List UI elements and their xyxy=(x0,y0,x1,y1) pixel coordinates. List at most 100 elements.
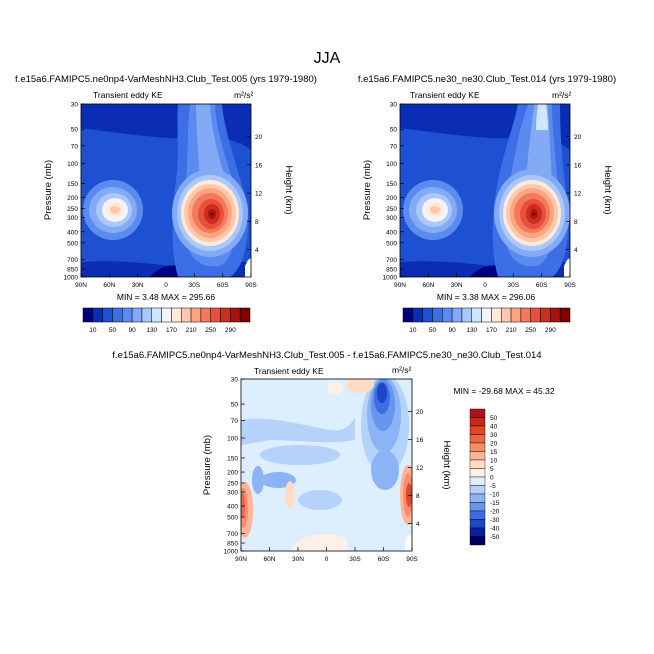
panel-3-ytick-label: 30 xyxy=(231,377,239,384)
panel-2-colorbar-box xyxy=(461,307,473,323)
panel-2-colorbar-label: 250 xyxy=(525,327,536,334)
panel-1-ytick-label: 30 xyxy=(71,102,79,109)
panel-1-ytick-label: 50 xyxy=(71,127,79,134)
panel-3-xtick-label: 0 xyxy=(325,556,329,563)
panel-2-north-blob-6 xyxy=(430,206,440,214)
panel-1-ytick-label: 70 xyxy=(71,143,79,150)
panel-2-xtick-label: 30S xyxy=(508,282,520,289)
panel-1-ytick-label: 200 xyxy=(67,195,78,202)
panel-3-neg-plume-5 xyxy=(377,383,387,403)
panel-1-colorbar-box xyxy=(141,307,153,323)
panel-2-colorbar-box xyxy=(559,307,571,323)
panel-1-north-blob-6 xyxy=(110,206,120,214)
panel-1-colorbar-box xyxy=(190,307,202,323)
panel-3-ytick-label: 100 xyxy=(227,436,238,443)
panel-3-colorbar-label: -40 xyxy=(490,526,500,533)
panel-3-neg-left xyxy=(252,466,264,494)
panel-3-colorbar-label: 15 xyxy=(490,449,498,456)
panel-1-ylabel: Pressure (mb) xyxy=(43,160,54,220)
panel-3-ylabel: Pressure (mb) xyxy=(202,435,213,495)
panel-2-ytick-label: 50 xyxy=(390,127,398,134)
panel-3-ytick-label: 1000 xyxy=(224,549,239,556)
panel-3-colorbar-label: 0 xyxy=(490,475,494,482)
panel-1-colorbar-box xyxy=(210,307,221,323)
panel-3-xtick-label: 90S xyxy=(406,556,418,563)
panel-3-ylabel-right: Height (km) xyxy=(441,440,452,489)
panel-1-colorbar-box xyxy=(102,307,113,323)
panel-2-colorbar-label: 210 xyxy=(506,327,517,334)
panel-1-xtick-label: 60N xyxy=(103,282,115,289)
panel-3-xtick-label: 30S xyxy=(349,556,361,563)
panel-3-colorbar-label: -50 xyxy=(490,534,500,541)
panel-3-ytick-label: 150 xyxy=(227,455,238,462)
panel-3-height-tick-label: 8 xyxy=(416,493,420,500)
panel-2-stats: MIN = 3.38 MAX = 296.06 xyxy=(437,292,536,302)
panel-2-subtitle: Transient eddy KE xyxy=(410,90,480,100)
panel-2-height-tick-label: 12 xyxy=(574,191,582,198)
panel-2-colorbar-box xyxy=(442,307,453,323)
panel-1-colorbar-label: 290 xyxy=(225,327,236,334)
panel-3-colorbar-label: 10 xyxy=(490,458,498,465)
panel-1-colorbar-label: 10 xyxy=(89,327,97,334)
panel-3-pos-bottom xyxy=(290,534,349,551)
panel-2-colorbar-box xyxy=(432,307,443,323)
panel-1-colorbar: 10 50 90 130 170 210 250 290 xyxy=(82,307,251,334)
panel-2-colorbar-label: 130 xyxy=(466,327,477,334)
panel-2-ytick-label: 300 xyxy=(386,215,397,222)
panel-1-subtitle: Transient eddy KE xyxy=(93,90,163,100)
panel-2-colorbar-box xyxy=(491,307,502,323)
panel-3-height-tick-label: 4 xyxy=(416,521,420,528)
panel-1-ytick-label: 500 xyxy=(67,240,78,247)
panel-2-colorbar-label: 10 xyxy=(409,327,417,334)
panel-3-colorbar-box xyxy=(469,476,486,486)
panel-2-colorbar-label: 290 xyxy=(545,327,556,334)
panel-1-colorbar-box xyxy=(171,307,182,323)
panel-3-ytick-label: 400 xyxy=(227,504,238,511)
panel-2-colorbar-box xyxy=(481,307,492,323)
panel-2-xtick-label: 30N xyxy=(451,282,463,289)
panel-3-colorbar-box xyxy=(469,425,486,435)
panel-1-colorbar-box xyxy=(200,307,211,323)
panel-2-ytick-label: 100 xyxy=(386,161,397,168)
panel-2-ytick-label: 500 xyxy=(386,240,397,247)
panel-3-units: m²/s² xyxy=(392,365,412,375)
panel-2-ytick-label: 150 xyxy=(386,181,397,188)
panel-1-title: f.e15a6.FAMIPC5.ne0np4-VarMeshNH3.Club_T… xyxy=(15,74,317,85)
panel-1-ytick-label: 150 xyxy=(67,181,78,188)
panel-3-colorbar-label: -30 xyxy=(490,517,500,524)
panel-3-ytick-label: 200 xyxy=(227,470,238,477)
panel-1-colorbar-box xyxy=(161,307,172,323)
panel-1-xtick-label: 0 xyxy=(164,282,168,289)
panel-3-neg-band-upper xyxy=(241,418,355,445)
panel-3-pos-top-2 xyxy=(327,382,343,394)
panel-1-terrain xyxy=(245,258,251,277)
panel-2-title: f.e15a6.FAMIPC5.ne30_ne30.Club_Test.014 … xyxy=(358,74,616,85)
panel-2-ytick-label: 850 xyxy=(386,266,397,273)
panel-3-pos-right-3 xyxy=(406,483,412,507)
panel-2: f.e15a6.FAMIPC5.ne30_ne30.Club_Test.014 … xyxy=(358,74,616,334)
panel-1-height-tick-label: 20 xyxy=(255,134,263,141)
panel-2-colorbar-box xyxy=(540,307,551,323)
panel-3-colorbar-label: -20 xyxy=(490,509,500,516)
panel-3-ytick-label: 300 xyxy=(227,489,238,496)
panel-1-ytick-label: 700 xyxy=(67,257,78,264)
panel-3-ytick-label: 250 xyxy=(227,481,238,488)
panel-1-ytick-label: 400 xyxy=(67,229,78,236)
panel-2-ytick-label: 70 xyxy=(390,143,398,150)
panel-2-axes: 305070100150200250300400500700850100090N… xyxy=(383,102,582,290)
panel-2-units: m²/s² xyxy=(552,90,572,100)
panel-1-xtick-label: 90S xyxy=(245,282,257,289)
panel-2-height-tick-label: 8 xyxy=(574,219,578,226)
panel-1-height-tick-label: 16 xyxy=(255,162,263,169)
panel-3-height-tick-label: 16 xyxy=(416,437,424,444)
panel-3-colorbar-box xyxy=(469,502,486,512)
panel-2-ytick-label: 700 xyxy=(386,257,397,264)
panel-3-ytick-label: 700 xyxy=(227,531,238,538)
panel-1-colorbar-label: 130 xyxy=(146,327,157,334)
panel-1-colorbar-box xyxy=(82,307,94,323)
panel-2-height-tick-label: 16 xyxy=(574,162,582,169)
panel-1-stats: MIN = 3.48 MAX = 295.66 xyxy=(117,292,216,302)
panel-1-axes: 305070100150200250300400500700850100090N… xyxy=(64,102,263,290)
panel-1-xtick-label: 90N xyxy=(75,282,87,289)
